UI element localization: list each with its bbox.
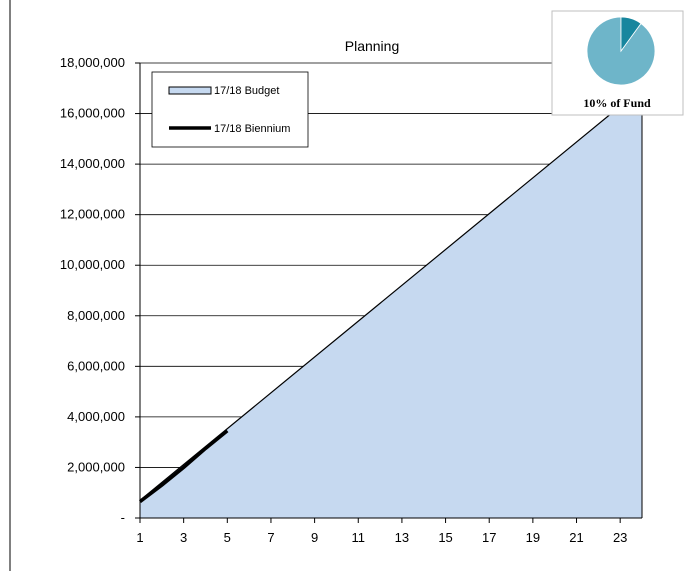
y-tick-label: 2,000,000 [67,459,125,474]
x-tick-label: 3 [180,530,187,545]
y-tick-label: - [121,510,125,525]
x-tick-label: 5 [224,530,231,545]
y-tick-label: 10,000,000 [60,257,125,272]
legend-box [151,71,309,148]
y-tick-label: 8,000,000 [67,308,125,323]
y-tick-label: 4,000,000 [67,409,125,424]
x-tick-labels: 1 3 5 7 9 11 13 15 17 19 21 23 [136,530,627,545]
x-tick-label: 9 [311,530,318,545]
legend: 17/18 Budget 17/18 Biennium [151,71,309,148]
x-tick-label: 23 [613,530,627,545]
x-tick-label: 15 [438,530,452,545]
y-tick-label: 6,000,000 [67,358,125,373]
line-layer [138,429,229,503]
y-tick-label: 18,000,000 [60,55,125,70]
x-tick-label: 19 [526,530,540,545]
legend-swatch-budget [168,86,212,95]
y-tick-label: 14,000,000 [60,156,125,171]
x-tick-label: 1 [136,530,143,545]
axis-layer [135,62,642,523]
fund-pie [586,16,656,86]
y-tick-label: 12,000,000 [60,207,125,222]
x-tick-label: 17 [482,530,496,545]
y-tick-labels: - 2,000,000 4,000,000 6,000,000 8,000,000 10,… [60,55,125,525]
area-layer [139,87,643,519]
x-tick-label: 11 [352,530,366,545]
y-tick-label: 16,000,000 [60,106,125,121]
legend-label-budget: 17/18 Budget [214,85,279,97]
pie-slice-fund [620,16,642,53]
x-tick-label: 13 [395,530,409,545]
legend-label-biennium: 17/18 Biennium [214,123,290,135]
fund-inset: 10% of Fund [551,10,684,116]
chart-title: Planning [345,38,400,54]
x-tick-label: 7 [267,530,274,545]
fund-inset-label: 10% of Fund [583,96,651,110]
series-area-budget [140,88,642,519]
x-tick-label: 21 [569,530,583,545]
series-line-biennium [138,429,229,503]
